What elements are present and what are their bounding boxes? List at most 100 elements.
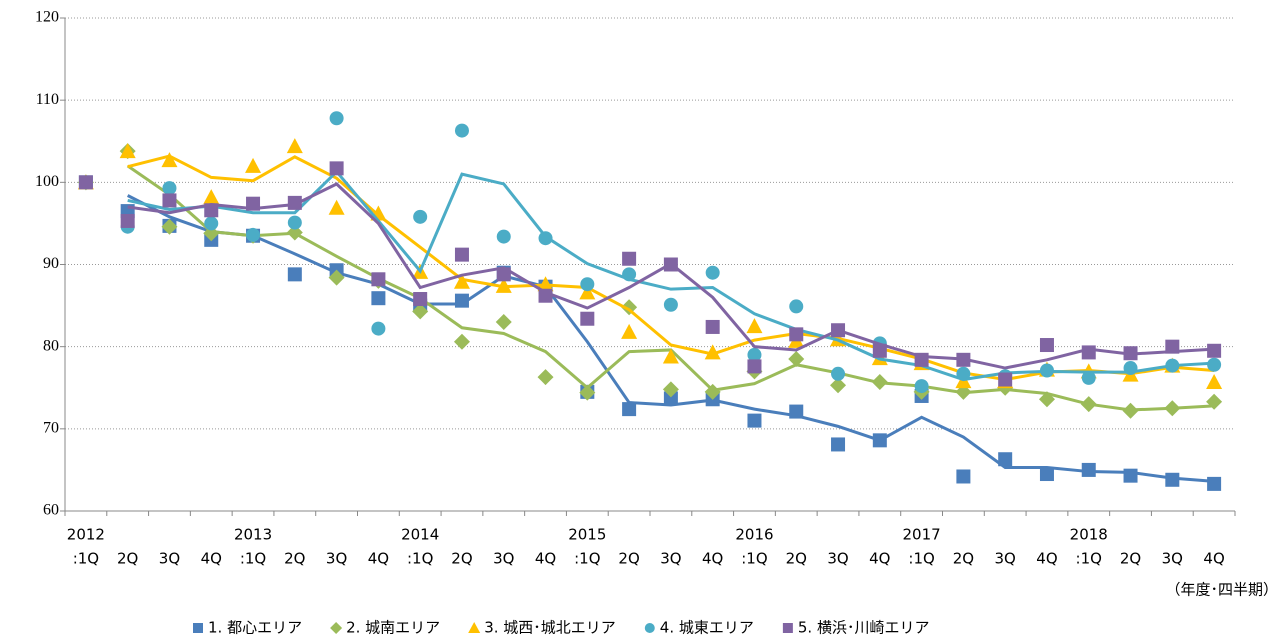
- marker: [453, 273, 470, 289]
- legend-label: 3. 城西･城北エリア: [484, 619, 616, 637]
- x-tick-label: :1Q: [908, 550, 934, 568]
- marker: [621, 323, 638, 339]
- marker: [246, 196, 261, 211]
- x-tick-label: 2Q: [786, 550, 807, 568]
- marker: [580, 277, 595, 292]
- marker: [120, 213, 135, 228]
- x-tick-label: 4Q: [869, 550, 890, 568]
- x-tick-label: 4Q: [702, 550, 723, 568]
- x-tick-label: 3Q: [1162, 550, 1183, 568]
- marker: [454, 247, 469, 262]
- marker: [537, 369, 554, 386]
- marker: [1039, 467, 1054, 482]
- marker: [663, 257, 678, 272]
- marker: [663, 297, 678, 312]
- marker: [1039, 338, 1054, 353]
- marker: [789, 299, 804, 314]
- x-group-label: 2018: [1070, 526, 1108, 544]
- marker: [287, 267, 302, 282]
- marker: [454, 293, 469, 308]
- x-tick-label: 2Q: [284, 550, 305, 568]
- marker: [1207, 476, 1222, 491]
- x-group-label: 2015: [568, 526, 606, 544]
- marker: [1123, 346, 1138, 361]
- x-tick-label: :1Q: [240, 550, 266, 568]
- marker: [579, 284, 596, 300]
- x-tick-label: 2Q: [117, 550, 138, 568]
- marker: [161, 152, 178, 168]
- marker: [161, 218, 178, 235]
- y-tick-label: 70: [43, 420, 59, 437]
- x-group-label: 2013: [234, 526, 272, 544]
- x-tick-label: :1Q: [1076, 550, 1102, 568]
- marker: [1206, 373, 1223, 389]
- x-tick-label: 3Q: [159, 550, 180, 568]
- marker: [162, 193, 177, 208]
- legend-marker: [193, 623, 203, 633]
- x-tick-label: :1Q: [741, 550, 767, 568]
- marker: [1123, 361, 1138, 376]
- x-tick-label: 4Q: [1203, 550, 1224, 568]
- marker: [496, 267, 511, 282]
- marker: [1081, 345, 1096, 360]
- marker: [371, 272, 386, 287]
- marker: [78, 175, 93, 190]
- legend-marker: [644, 623, 655, 633]
- marker: [956, 469, 971, 484]
- marker: [747, 347, 762, 362]
- marker: [245, 157, 262, 173]
- marker: [203, 225, 220, 242]
- marker: [329, 111, 344, 126]
- marker: [119, 143, 136, 159]
- y-tick-label: 60: [43, 502, 59, 519]
- marker: [831, 437, 846, 452]
- marker: [788, 350, 805, 367]
- marker: [872, 343, 887, 358]
- marker: [203, 189, 220, 205]
- x-group-label: 2014: [401, 526, 439, 544]
- marker: [1038, 391, 1055, 408]
- marker: [1207, 343, 1222, 358]
- marker: [1164, 400, 1181, 417]
- x-note: （年度･四半期）: [1165, 581, 1278, 599]
- marker: [1080, 396, 1097, 413]
- legend-label: 2. 城南エリア: [346, 619, 440, 637]
- marker: [204, 203, 219, 218]
- marker: [204, 216, 219, 231]
- marker: [914, 379, 929, 394]
- marker: [495, 314, 512, 331]
- y-tick-label: 80: [43, 337, 59, 354]
- x-tick-label: 3Q: [493, 550, 514, 568]
- marker: [328, 269, 345, 286]
- marker: [371, 291, 386, 306]
- marker: [286, 138, 303, 154]
- marker: [705, 265, 720, 280]
- x-tick-label: 3Q: [827, 550, 848, 568]
- legend-marker: [782, 623, 793, 633]
- marker: [413, 209, 428, 224]
- x-group-label: 2017: [903, 526, 941, 544]
- marker: [746, 318, 763, 334]
- marker: [1122, 402, 1139, 419]
- x-tick-label: 4Q: [201, 550, 222, 568]
- marker: [831, 366, 846, 381]
- y-tick-label: 120: [35, 9, 59, 26]
- marker: [1123, 468, 1138, 483]
- marker: [412, 303, 429, 320]
- marker: [747, 413, 762, 428]
- marker: [622, 267, 637, 282]
- y-tick-label: 110: [36, 91, 59, 108]
- x-tick-label: 4Q: [1036, 550, 1057, 568]
- marker: [286, 224, 303, 241]
- x-group-label: 2012: [67, 526, 105, 544]
- marker: [956, 366, 971, 381]
- marker: [413, 292, 428, 307]
- legend-label: 1. 都心エリア: [208, 619, 302, 637]
- marker: [998, 452, 1013, 467]
- marker: [371, 321, 386, 336]
- marker: [287, 215, 302, 230]
- marker: [871, 373, 888, 390]
- y-tick-label: 100: [35, 173, 59, 190]
- marker: [622, 402, 637, 417]
- legend-label: 5. 横浜･川崎エリア: [798, 619, 930, 637]
